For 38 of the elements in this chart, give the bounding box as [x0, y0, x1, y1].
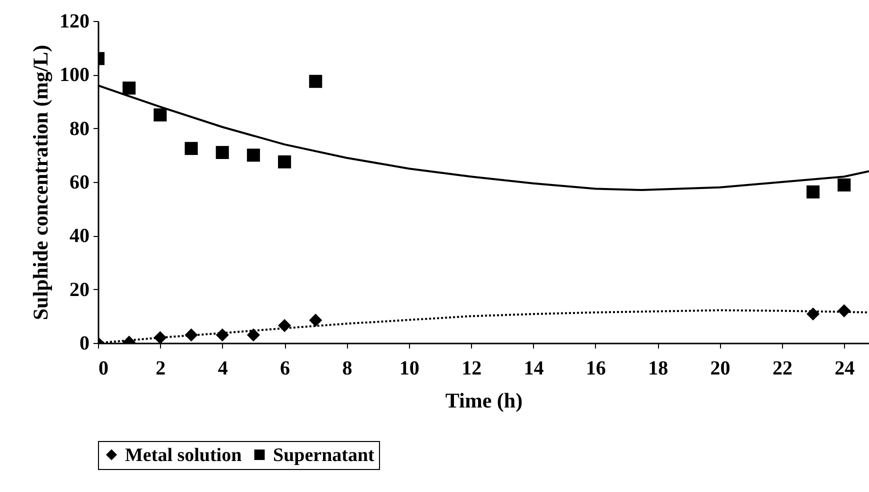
- x-tick-label: 0: [98, 358, 108, 380]
- point: [806, 185, 820, 198]
- point: [278, 319, 292, 332]
- legend-label: Supernatant: [273, 444, 376, 466]
- x-tick-label: 12: [462, 358, 482, 380]
- x-tick-label: 2: [156, 358, 166, 380]
- y-tick-label: 100: [60, 64, 90, 86]
- point: [309, 314, 322, 327]
- x-tick-label: 14: [524, 358, 544, 380]
- y-tick-label: 80: [70, 118, 90, 140]
- y-tick-label: 40: [70, 225, 90, 248]
- x-tick-label: 20: [710, 358, 730, 380]
- x-tick-label: 22: [772, 358, 792, 380]
- x-tick-label: 6: [280, 358, 290, 380]
- x-axis-title: Time (h): [445, 388, 523, 412]
- x-tick-label: 8: [342, 358, 352, 380]
- point: [122, 82, 136, 95]
- point: [838, 178, 851, 192]
- x-tick-label: 18: [648, 358, 668, 380]
- point: [806, 308, 820, 321]
- point: [246, 328, 260, 342]
- point: [154, 331, 167, 343]
- x-tick-label: 10: [399, 358, 420, 380]
- y-tick-label: 0: [80, 332, 90, 354]
- x-tick-label: 4: [218, 358, 228, 380]
- point: [309, 74, 322, 88]
- y-tick-label: 60: [70, 172, 90, 194]
- x-tick-label: 24: [834, 358, 855, 380]
- point: [154, 108, 167, 122]
- point: [184, 142, 198, 155]
- y-tick-label: 20: [70, 278, 90, 301]
- y-tick-label: 120: [60, 10, 90, 32]
- y-axis-title: Sulphide concentration (mg/L): [28, 44, 52, 320]
- point: [278, 155, 292, 168]
- legend-label: Metal solution: [125, 444, 242, 466]
- point: [216, 146, 229, 159]
- x-tick-label: 16: [586, 358, 606, 380]
- point: [246, 148, 260, 162]
